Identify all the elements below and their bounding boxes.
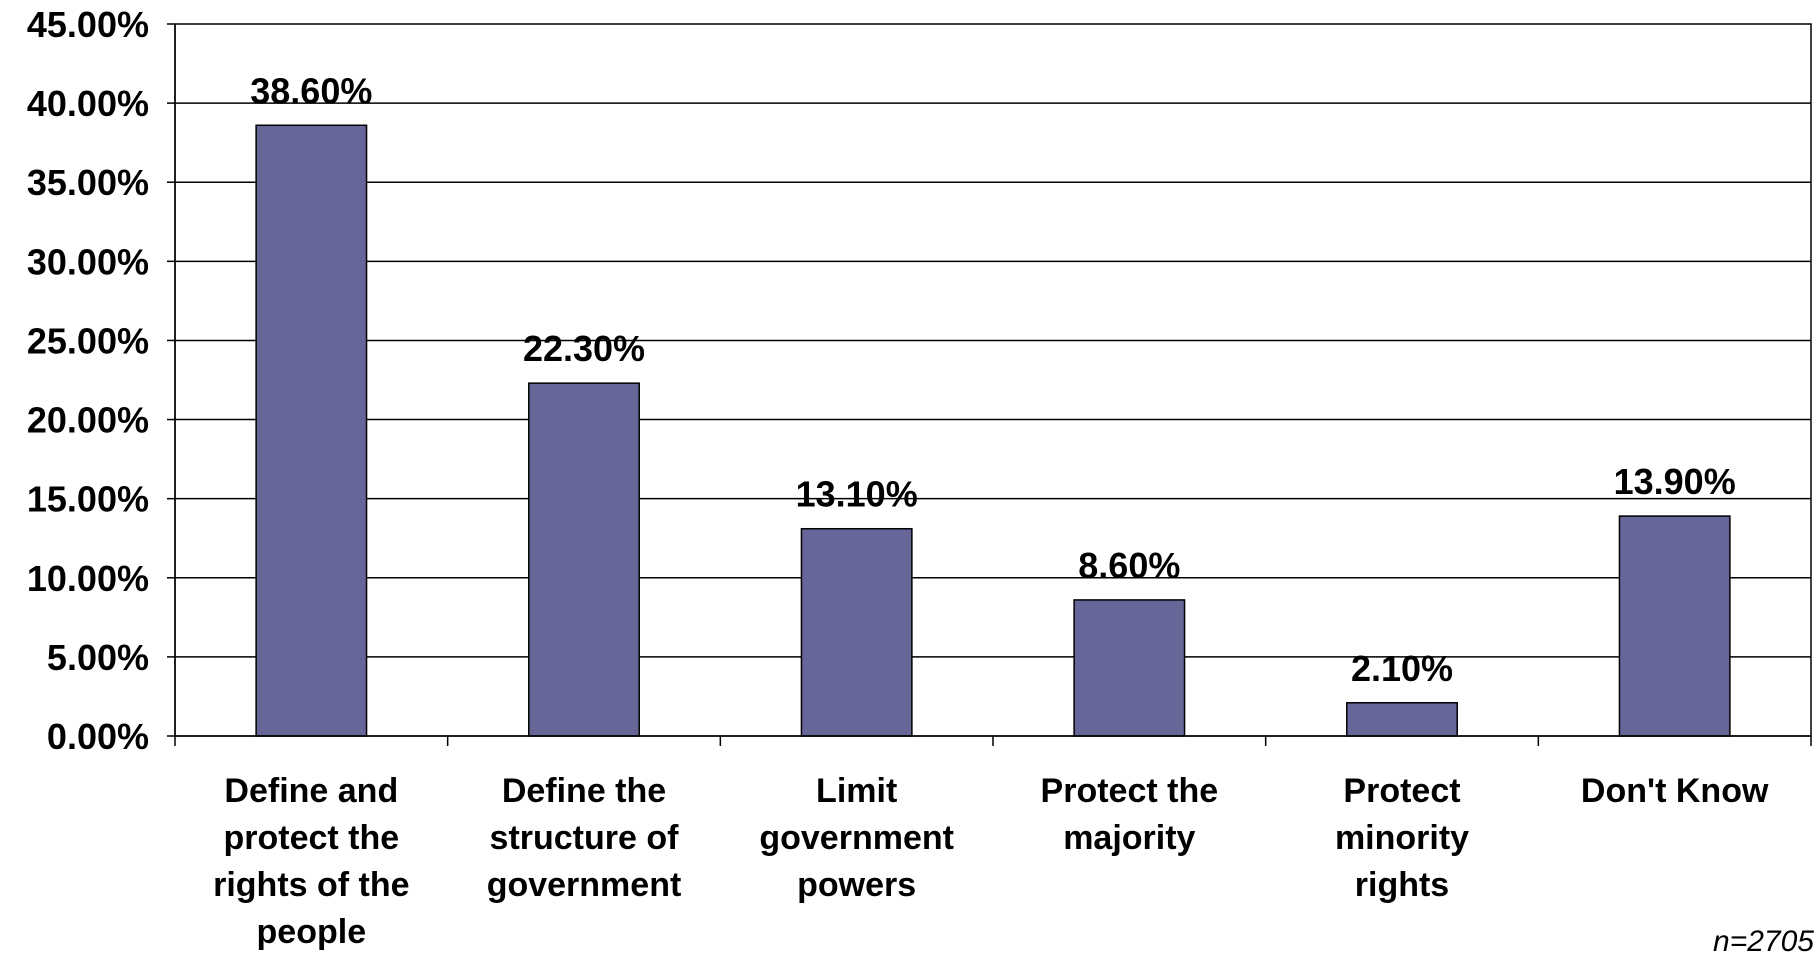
bar [528,382,640,737]
data-label: 8.60% [1078,545,1180,586]
y-tick-label: 25.00% [27,320,149,361]
x-category-label: Define and protect the rights of the people [213,772,409,951]
gridlines [175,102,1811,658]
y-tick-label: 5.00% [47,637,149,678]
bar [800,527,913,737]
y-tick-label: 40.00% [27,83,149,124]
y-tick-label: 20.00% [27,400,149,441]
data-label: 2.10% [1351,648,1453,689]
data-label: 13.10% [796,474,918,515]
data-label: 38.60% [250,70,372,111]
x-category-label: Protect the majority [1041,772,1219,857]
data-label: 13.90% [1614,461,1736,502]
x-category-label: Limit government powers [759,772,954,904]
y-tick-label: 10.00% [27,558,149,599]
x-category-label: Don't Know [1581,772,1769,810]
plot-area [174,23,1812,737]
bar [1618,515,1731,737]
bars [255,124,1731,737]
y-tick-label: 35.00% [27,162,149,203]
y-tick-label: 15.00% [27,479,149,520]
x-category-label: Define the structure of government [487,772,682,904]
bar [255,124,368,737]
data-label: 22.30% [523,328,645,369]
y-tick-label: 30.00% [27,241,149,282]
sample-size-note: n=2705 [1713,925,1814,957]
y-tick-label: 45.00% [27,4,149,45]
bar [1346,702,1458,737]
y-tick-label: 0.00% [47,716,149,757]
labels: 0.00% 5.00% 10.00% 15.00% 20.00% 25.00% 30.00%… [27,4,1769,951]
axes [167,23,1812,746]
bar [1073,599,1186,737]
x-category-label: Protect minority rights [1335,772,1469,904]
